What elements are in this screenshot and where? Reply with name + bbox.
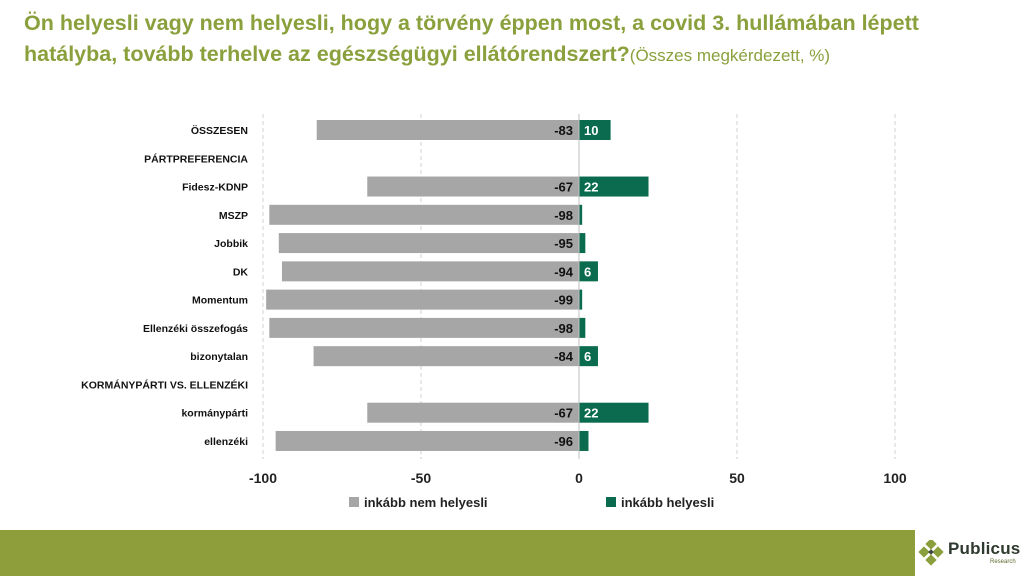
data-label-positive: 6: [584, 349, 591, 364]
bar-negative: [313, 346, 579, 367]
diverging-bar-chart: -83 10 -67 22 -98 -95 -94 6 -99 -98 -84 6 -67 22 -96 Ö…: [81, 114, 907, 510]
data-label-positive: 22: [584, 406, 598, 421]
legend: inkább nem helyesli inkább helyesli: [349, 495, 714, 510]
data-label-negative: -95: [554, 236, 573, 251]
data-label-negative: -98: [554, 321, 573, 336]
category-label: KORMÁNYPÁRTI VS. ELLENZÉKI: [81, 378, 248, 391]
bar-positive: [579, 233, 586, 254]
category-label: bizonytalan: [190, 351, 248, 363]
footer-band: [0, 530, 915, 576]
x-tick-label: 100: [883, 470, 907, 486]
legend-swatch: [349, 497, 359, 507]
bar-positive: [579, 402, 649, 423]
data-label-negative: -67: [554, 180, 573, 195]
publicus-logo-name: Publicus: [948, 539, 1021, 558]
publicus-logo-tagline: Research: [990, 559, 1016, 565]
data-label-negative: -67: [554, 406, 573, 421]
x-axis-ticks: -100 -50 0 50 100: [249, 470, 907, 486]
category-label: DK: [233, 266, 249, 278]
bar-positive: [579, 120, 611, 140]
chart-title: Ön helyesli vagy nem helyesli, hogy a tö…: [24, 8, 1004, 71]
category-label: kormánypárti: [181, 408, 248, 420]
category-labels: ÖSSZESEN PÁRTPREFERENCIA Fidesz-KDNP MSZP Jo…: [81, 124, 248, 448]
data-label-negative: -96: [554, 434, 573, 449]
publicus-logo-icon: [918, 540, 944, 566]
legend-label: inkább nem helyesli: [364, 495, 488, 510]
bar-negative: [316, 120, 579, 140]
bar-positive: [579, 204, 583, 225]
category-label: Momentum: [192, 295, 248, 307]
bar-negative: [269, 317, 579, 338]
chart-title-main: Ön helyesli vagy nem helyesli, hogy a tö…: [24, 11, 919, 66]
bar-negative: [281, 261, 579, 282]
category-label: ellenzéki: [204, 436, 248, 448]
bar-positive: [579, 176, 649, 197]
bars: -83 10 -67 22 -98 -95 -94 6 -99 -98 -84 6 -67 22 -96: [266, 114, 649, 459]
legend-swatch: [606, 497, 616, 507]
data-label-positive: 6: [584, 264, 591, 279]
chart-subtitle: (Összes megkérdezett, %): [629, 46, 831, 65]
category-label: Ellenzéki összefogás: [143, 323, 248, 335]
publicus-logo: Publicus Research: [918, 536, 1024, 572]
x-tick-label: 50: [729, 470, 745, 486]
x-tick-label: 0: [575, 470, 583, 486]
bar-positive: [579, 430, 589, 451]
bar-negative: [367, 176, 579, 197]
bar-negative: [278, 233, 579, 254]
bar-negative: [275, 430, 579, 451]
data-label-positive: 10: [584, 123, 598, 138]
category-label: Fidesz-KDNP: [182, 182, 248, 194]
bar-positive: [579, 289, 583, 310]
category-label: PÁRTPREFERENCIA: [144, 152, 248, 165]
data-label-positive: 22: [584, 180, 598, 195]
bar-negative: [269, 204, 579, 225]
data-label-negative: -83: [554, 123, 573, 138]
bar-negative: [367, 402, 579, 423]
category-label: MSZP: [219, 210, 248, 222]
x-tick-label: -100: [249, 470, 277, 486]
data-label-negative: -98: [554, 208, 573, 223]
bar-negative: [266, 289, 579, 310]
category-label: Jobbik: [214, 238, 248, 250]
bar-positive: [579, 317, 586, 338]
x-tick-label: -50: [411, 470, 431, 486]
legend-label: inkább helyesli: [621, 495, 714, 510]
data-label-negative: -94: [554, 264, 574, 279]
bar-positive: [579, 261, 598, 282]
data-label-negative: -84: [554, 349, 574, 364]
data-label-negative: -99: [554, 293, 573, 308]
bar-positive: [579, 346, 598, 367]
category-label: ÖSSZESEN: [191, 124, 248, 137]
